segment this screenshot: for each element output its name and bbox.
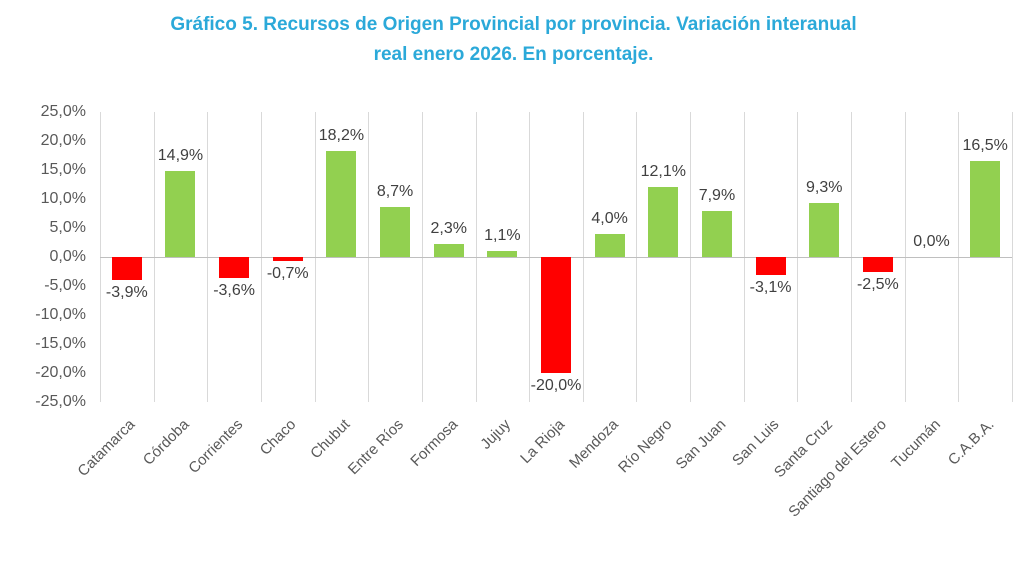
gridline-vertical bbox=[1012, 112, 1013, 402]
y-tick-label: 15,0% bbox=[40, 161, 86, 178]
x-category-label: La Rioja bbox=[517, 416, 569, 467]
y-tick-label: 25,0% bbox=[40, 103, 86, 120]
bar-value-label: 16,5% bbox=[962, 137, 1008, 155]
chart-title-line-2: real enero 2026. En porcentaje. bbox=[373, 44, 654, 65]
bar bbox=[862, 257, 893, 272]
bar-value-label: -0,7% bbox=[266, 265, 309, 283]
y-tick-label: -10,0% bbox=[35, 306, 86, 323]
y-tick-label: 0,0% bbox=[49, 248, 86, 265]
bar-value-label: 1,1% bbox=[484, 226, 521, 244]
bar bbox=[970, 161, 1001, 257]
x-category-label: Tucumán bbox=[887, 416, 944, 472]
x-category-label: Chubut bbox=[307, 416, 354, 463]
bar-value-label: 4,0% bbox=[591, 209, 628, 227]
chart-title-line-1: Gráfico 5. Recursos de Origen Provincial… bbox=[170, 14, 857, 35]
bar bbox=[165, 170, 196, 257]
bar bbox=[648, 186, 679, 257]
y-tick-label: 10,0% bbox=[40, 190, 86, 207]
bar bbox=[701, 211, 732, 257]
bar-value-label: 8,7% bbox=[376, 182, 414, 200]
x-category-label: Mendoza bbox=[566, 416, 622, 472]
x-category-label: Catamarca bbox=[74, 416, 139, 480]
bar bbox=[433, 243, 464, 257]
y-tick-label: 20,0% bbox=[40, 132, 86, 149]
bar-value-label: 14,9% bbox=[157, 146, 204, 164]
bar-value-label: -2,5% bbox=[856, 275, 899, 293]
y-axis: 25,0% 20,0% 15,0% 10,0% 5,0% 0,0% -5,0% -10,0% -… bbox=[0, 103, 92, 410]
bar-value-label: 12,1% bbox=[640, 162, 686, 180]
x-axis: Catamarca Córdoba Corrientes Chaco Chubut Ent… bbox=[75, 406, 1012, 566]
y-tick-label: -25,0% bbox=[35, 393, 86, 410]
bar-value-label: -20,0% bbox=[530, 377, 582, 394]
bar-value-label: 9,3% bbox=[806, 179, 843, 197]
bar bbox=[380, 206, 411, 257]
bar bbox=[594, 233, 625, 257]
y-tick-label: -5,0% bbox=[44, 277, 86, 294]
x-category-label: Jujuy bbox=[477, 416, 515, 453]
x-category-label: San Luis bbox=[729, 416, 783, 470]
x-category-label: Río Negro bbox=[614, 416, 676, 477]
x-category-label: C.A.B.A. bbox=[944, 416, 998, 469]
y-tick-label: -15,0% bbox=[35, 335, 86, 352]
x-category-label: Córdoba bbox=[139, 416, 193, 469]
y-tick-label: -20,0% bbox=[35, 364, 86, 381]
plot-area: -3,9% 14,9% -3,6% -0,7% 18,2% 8,7% 2,3% 1,1% -20… bbox=[100, 112, 1013, 402]
bar bbox=[272, 257, 303, 262]
x-category-label: Formosa bbox=[406, 416, 461, 470]
bar bbox=[326, 151, 357, 257]
bar bbox=[487, 250, 518, 257]
x-category-label: San Juan bbox=[672, 416, 729, 473]
bar bbox=[541, 257, 571, 373]
bar-value-label: 18,2% bbox=[318, 127, 365, 145]
bar-value-label: 7,9% bbox=[698, 187, 736, 205]
bar-value-label: 0,0% bbox=[913, 233, 950, 250]
bar-value-label: -3,1% bbox=[749, 278, 792, 296]
x-category-label: Chaco bbox=[257, 416, 300, 459]
chart-title: Gráfico 5. Recursos de Origen Provincial… bbox=[0, 10, 1027, 70]
bar bbox=[111, 257, 142, 280]
x-category-label: Santiago del Estero bbox=[785, 416, 890, 521]
x-category-label: Entre Ríos bbox=[344, 416, 408, 479]
bar-value-label: -3,9% bbox=[105, 283, 148, 301]
bar bbox=[809, 203, 840, 257]
bar-value-label: -3,6% bbox=[213, 281, 255, 299]
bar bbox=[755, 257, 786, 275]
y-tick-label: 5,0% bbox=[49, 219, 86, 236]
x-category-label: Corrientes bbox=[185, 416, 247, 477]
bar bbox=[219, 257, 250, 278]
bar-value-label: 2,3% bbox=[430, 219, 467, 237]
